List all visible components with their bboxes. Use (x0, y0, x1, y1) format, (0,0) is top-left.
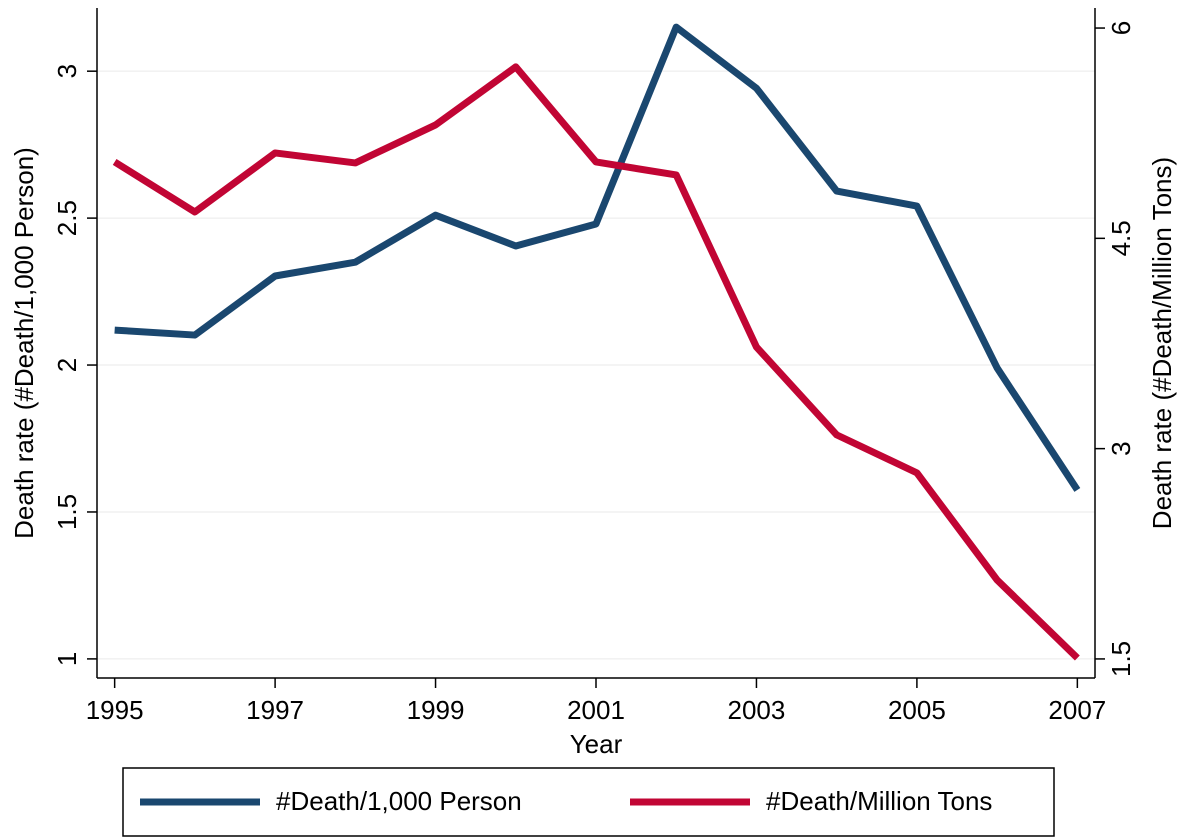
legend-label: #Death/1,000 Person (276, 786, 522, 816)
x-tick-label: 1997 (246, 695, 304, 725)
y2-axis-label: Death rate (#Death/Million Tons) (1147, 157, 1177, 529)
x-tick-label: 1995 (86, 695, 144, 725)
y2-tick-label: 3 (1106, 441, 1136, 455)
x-tick-label: 2005 (888, 695, 946, 725)
x-tick-label: 2007 (1048, 695, 1106, 725)
x-tick-label: 1999 (407, 695, 465, 725)
series-line (114, 23, 1081, 492)
y-tick-label: 2 (52, 358, 82, 372)
y2-tick-label: 4.5 (1106, 220, 1136, 256)
legend-box (122, 767, 1055, 837)
y-axis-label: Death rate (#Death/1,000 Person) (9, 147, 39, 539)
series-line (112, 63, 1080, 661)
y2-tick-label: 6 (1106, 21, 1136, 35)
y-tick-label: 2.5 (52, 200, 82, 236)
x-tick-label: 2001 (567, 695, 625, 725)
x-tick-label: 2003 (728, 695, 786, 725)
y-tick-label: 3 (52, 64, 82, 78)
legend-label: #Death/Million Tons (766, 786, 992, 816)
y-tick-label: 1 (52, 652, 82, 666)
y-tick-label: 1.5 (52, 494, 82, 530)
x-axis-label: Year (570, 729, 623, 759)
y2-tick-label: 1.5 (1106, 641, 1136, 677)
